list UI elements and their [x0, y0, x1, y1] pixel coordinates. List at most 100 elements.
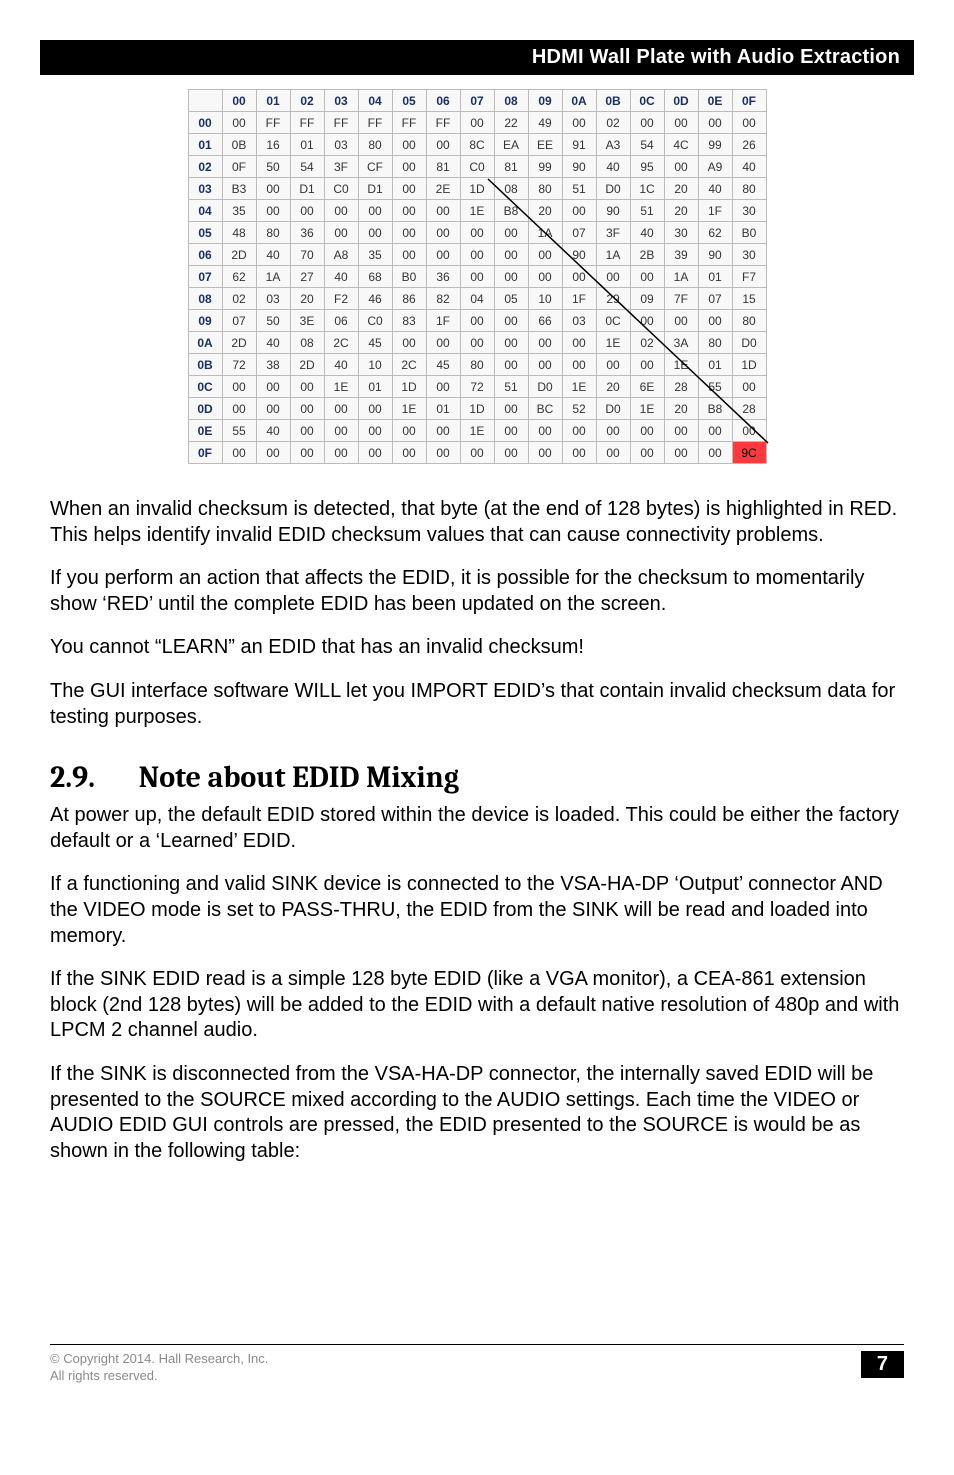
edid-row-header: 05: [188, 222, 222, 244]
edid-row-header: 01: [188, 134, 222, 156]
edid-cell: 20: [290, 288, 324, 310]
edid-cell: 30: [732, 244, 766, 266]
edid-cell: 26: [732, 134, 766, 156]
edid-row-header: 0B: [188, 354, 222, 376]
edid-cell: 00: [256, 398, 290, 420]
edid-cell: 00: [596, 266, 630, 288]
edid-cell: 1A: [596, 244, 630, 266]
footer-page-number: 7: [861, 1351, 904, 1378]
edid-cell: 00: [528, 266, 562, 288]
edid-row-header: 02: [188, 156, 222, 178]
edid-cell: 51: [630, 200, 664, 222]
edid-cell: 00: [732, 376, 766, 398]
edid-cell: 1E: [630, 398, 664, 420]
edid-cell: 90: [562, 156, 596, 178]
edid-row-header: 0A: [188, 332, 222, 354]
edid-cell: 00: [494, 398, 528, 420]
edid-cell: 00: [596, 420, 630, 442]
edid-cell: 68: [358, 266, 392, 288]
edid-row-header: 0F: [188, 442, 222, 464]
edid-cell: 00: [426, 244, 460, 266]
edid-cell: 2C: [392, 354, 426, 376]
edid-col-header: 08: [494, 90, 528, 112]
edid-cell: 00: [222, 376, 256, 398]
edid-cell: 30: [664, 222, 698, 244]
edid-cell: 66: [528, 310, 562, 332]
edid-cell: 99: [698, 134, 732, 156]
edid-cell: 08: [494, 178, 528, 200]
edid-cell: 00: [494, 354, 528, 376]
edid-cell: 27: [290, 266, 324, 288]
edid-cell: B3: [222, 178, 256, 200]
edid-cell: 55: [222, 420, 256, 442]
edid-cell: 3F: [596, 222, 630, 244]
edid-cell: 03: [256, 288, 290, 310]
edid-cell: D0: [732, 332, 766, 354]
edid-cell: 62: [698, 222, 732, 244]
edid-cell: C0: [460, 156, 494, 178]
edid-cell: 00: [256, 200, 290, 222]
edid-cell: 00: [392, 134, 426, 156]
edid-hex-table: 000102030405060708090A0B0C0D0E0F0000FFFF…: [188, 89, 767, 464]
edid-cell: 40: [324, 354, 358, 376]
edid-cell: 00: [324, 200, 358, 222]
edid-cell: D0: [528, 376, 562, 398]
edid-col-header: 01: [256, 90, 290, 112]
edid-cell: 00: [562, 112, 596, 134]
edid-cell: 83: [392, 310, 426, 332]
edid-cell: 62: [222, 266, 256, 288]
edid-row-header: 04: [188, 200, 222, 222]
edid-cell: A9: [698, 156, 732, 178]
edid-cell: 00: [290, 442, 324, 464]
edid-col-header: 0A: [562, 90, 596, 112]
edid-cell: 70: [290, 244, 324, 266]
edid-cell: D0: [596, 178, 630, 200]
edid-cell: B8: [698, 398, 732, 420]
edid-cell: FF: [358, 112, 392, 134]
edid-cell: 07: [562, 222, 596, 244]
edid-cell: CF: [358, 156, 392, 178]
edid-cell: 2C: [324, 332, 358, 354]
edid-cell: 06: [324, 310, 358, 332]
edid-cell: 00: [562, 266, 596, 288]
edid-cell: 00: [664, 156, 698, 178]
page-header-bar: HDMI Wall Plate with Audio Extraction: [40, 40, 914, 75]
edid-col-header: 0C: [630, 90, 664, 112]
edid-corner-cell: [188, 90, 222, 112]
edid-cell: 00: [460, 222, 494, 244]
edid-cell: 00: [494, 332, 528, 354]
edid-cell: 00: [664, 420, 698, 442]
edid-cell: 1F: [698, 200, 732, 222]
paragraph-gui-import: The GUI interface software WILL let you …: [50, 679, 904, 730]
edid-cell: 1E: [664, 354, 698, 376]
edid-cell: 00: [528, 244, 562, 266]
edid-cell: 3A: [664, 332, 698, 354]
edid-cell: 00: [494, 442, 528, 464]
edid-cell: 30: [732, 200, 766, 222]
edid-row-header: 0C: [188, 376, 222, 398]
edid-cell: 20: [596, 376, 630, 398]
edid-cell: 00: [392, 222, 426, 244]
edid-col-header: 07: [460, 90, 494, 112]
edid-cell: 00: [324, 442, 358, 464]
edid-cell: 00: [630, 310, 664, 332]
edid-cell: 00: [664, 112, 698, 134]
edid-cell: 00: [562, 442, 596, 464]
edid-cell: 00: [426, 332, 460, 354]
edid-cell: 00: [732, 420, 766, 442]
edid-cell: 20: [528, 200, 562, 222]
edid-cell: B0: [392, 266, 426, 288]
edid-cell: 1D: [392, 376, 426, 398]
edid-cell: 00: [222, 112, 256, 134]
edid-cell: 00: [290, 200, 324, 222]
footer-copyright-line2: All rights reserved.: [50, 1368, 158, 1383]
edid-cell: 00: [256, 376, 290, 398]
edid-cell: 1A: [528, 222, 562, 244]
edid-cell: 00: [698, 420, 732, 442]
edid-cell: 99: [528, 156, 562, 178]
section-number: 2.9.: [50, 760, 132, 795]
edid-cell: 2B: [630, 244, 664, 266]
edid-cell: 00: [494, 420, 528, 442]
edid-cell: 3F: [324, 156, 358, 178]
edid-cell: 40: [732, 156, 766, 178]
